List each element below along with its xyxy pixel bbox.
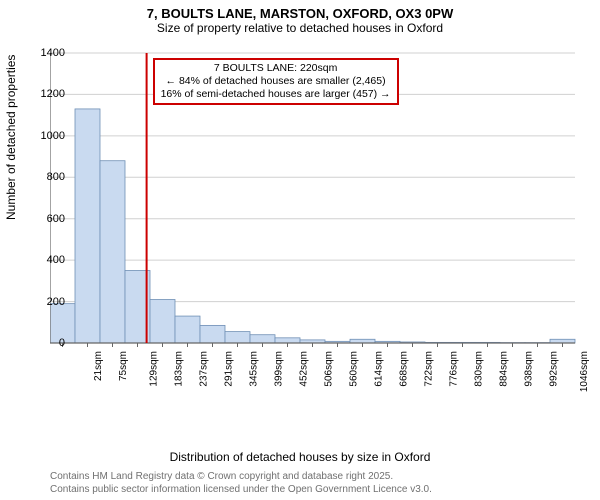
x-tick-label: 399sqm <box>273 351 284 387</box>
y-tick-label: 400 <box>25 254 65 266</box>
x-tick-label: 938sqm <box>523 351 534 387</box>
y-tick-label: 1400 <box>25 47 65 59</box>
x-tick-label: 1046sqm <box>579 351 590 392</box>
footer-line-2: Contains public sector information licen… <box>50 483 432 496</box>
x-tick-label: 291sqm <box>223 351 234 387</box>
y-tick-label: 1200 <box>25 88 65 100</box>
x-tick-label: 830sqm <box>473 351 484 387</box>
y-tick-label: 0 <box>25 337 65 349</box>
x-tick-label: 668sqm <box>398 351 409 387</box>
footer-attribution: Contains HM Land Registry data © Crown c… <box>50 470 432 496</box>
x-tick-label: 75sqm <box>118 351 129 381</box>
chart-container: { "title": "7, BOULTS LANE, MARSTON, OXF… <box>0 0 600 500</box>
y-tick-label: 600 <box>25 213 65 225</box>
annotation-line-1: 7 BOULTS LANE: 220sqm <box>161 62 391 75</box>
x-tick-label: 560sqm <box>348 351 359 387</box>
x-tick-label: 183sqm <box>173 351 184 387</box>
x-tick-label: 506sqm <box>323 351 334 387</box>
annotation-line-2: ← 84% of detached houses are smaller (2,… <box>161 75 391 88</box>
x-tick-label: 452sqm <box>298 351 309 387</box>
x-tick-label: 345sqm <box>248 351 259 387</box>
chart-subtitle: Size of property relative to detached ho… <box>0 21 600 39</box>
x-tick-label: 237sqm <box>198 351 209 387</box>
annotation-line-3: 16% of semi-detached houses are larger (… <box>161 88 391 101</box>
annotation-box: 7 BOULTS LANE: 220sqm ← 84% of detached … <box>153 58 399 105</box>
x-tick-label: 129sqm <box>148 351 159 387</box>
footer-line-1: Contains HM Land Registry data © Crown c… <box>50 470 432 483</box>
y-tick-label: 800 <box>25 171 65 183</box>
y-tick-label: 200 <box>25 296 65 308</box>
x-tick-label: 21sqm <box>93 351 104 381</box>
x-tick-label: 776sqm <box>448 351 459 387</box>
x-tick-label: 722sqm <box>423 351 434 387</box>
x-axis-label: Distribution of detached houses by size … <box>0 450 600 464</box>
x-tick-label: 614sqm <box>373 351 384 387</box>
y-tick-label: 1000 <box>25 130 65 142</box>
x-tick-label: 992sqm <box>548 351 559 387</box>
y-axis-label: Number of detached properties <box>4 55 18 220</box>
chart-title: 7, BOULTS LANE, MARSTON, OXFORD, OX3 0PW <box>0 0 600 21</box>
plot-area: 7 BOULTS LANE: 220sqm ← 84% of detached … <box>50 48 580 398</box>
x-tick-label: 884sqm <box>498 351 509 387</box>
